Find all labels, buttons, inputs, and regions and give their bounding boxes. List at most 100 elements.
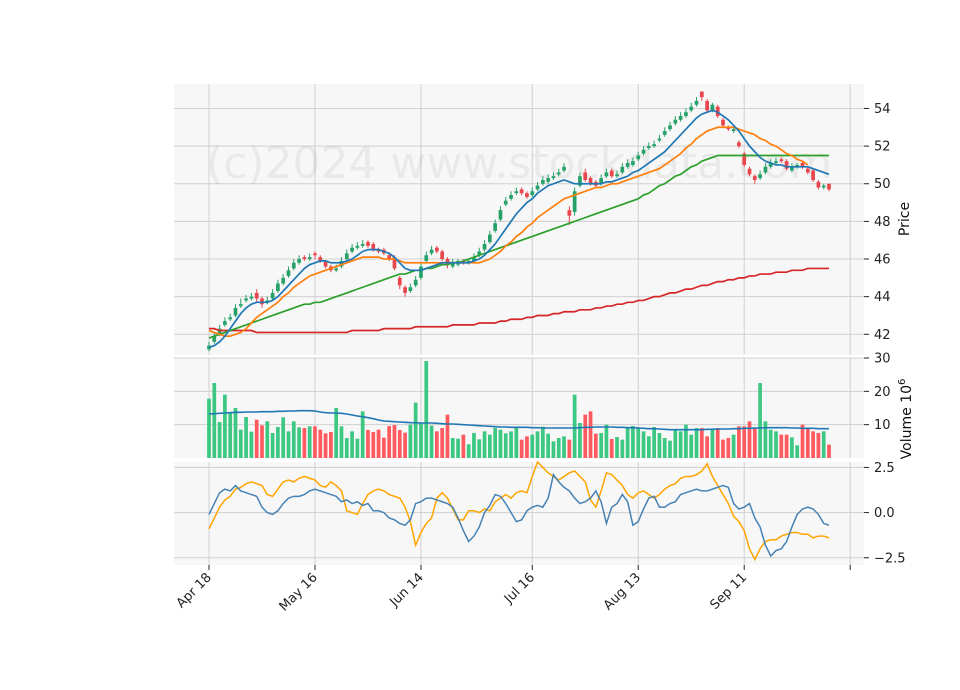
candle-body (699, 91, 704, 98)
candle-body (827, 183, 831, 190)
volume-bar (355, 438, 360, 458)
volume-y-tick-label: 30 (874, 352, 891, 367)
volume-bar (742, 426, 747, 458)
volume-bar (482, 431, 487, 458)
volume-bar (376, 429, 381, 458)
volume-bar (323, 433, 328, 458)
watermark: (c)2024 www.stockdata.com (206, 138, 832, 189)
candle-body (519, 189, 524, 194)
volume-bar (477, 439, 482, 458)
ma-long-line (208, 154, 829, 339)
volume-bar (281, 417, 286, 458)
oscillator-y-tick-label: −2.5 (874, 551, 906, 566)
volume-bar (408, 424, 413, 458)
volume-bar (805, 428, 810, 458)
candle-body (657, 138, 662, 141)
volume-bar (228, 413, 233, 458)
candle-body (678, 115, 683, 120)
volume-bar (699, 428, 704, 458)
volume-bar (286, 431, 291, 458)
x-tick-label: Aug 13 (601, 570, 644, 613)
candle-body (768, 163, 773, 167)
volume-bar (652, 427, 656, 458)
candle-body (238, 304, 243, 307)
candle-body (440, 251, 445, 260)
volume-bar (339, 426, 344, 458)
candle-body (556, 172, 561, 175)
volume-bar (371, 432, 376, 458)
candle-body (620, 166, 625, 173)
candle-body (318, 257, 323, 261)
oscillator-line-1 (208, 460, 830, 562)
volume-bar (366, 430, 370, 458)
volume-bar (270, 433, 275, 458)
candle-body (694, 100, 699, 105)
volume-bar (350, 431, 354, 458)
volume-bar (509, 431, 513, 458)
volume-bar (737, 426, 741, 458)
candle-body (540, 179, 545, 184)
volume-bar (461, 434, 466, 458)
candle-body (636, 155, 641, 160)
volume-bar (546, 433, 550, 458)
candle-body (387, 255, 392, 260)
volume-bar (313, 426, 317, 458)
volume-bar (657, 433, 662, 458)
volume-bar (747, 421, 752, 458)
price-axis-label: Price (897, 202, 913, 236)
price-y-tick-label: 46 (874, 253, 891, 268)
candle-body (731, 129, 736, 132)
volume-bar (763, 421, 768, 458)
candle-body (583, 172, 588, 180)
volume-bar (450, 438, 455, 458)
candle-body (572, 191, 577, 212)
candle-body (646, 146, 651, 148)
volume-bar (212, 383, 217, 458)
candle-body (726, 127, 731, 130)
candle-body (673, 119, 678, 124)
candle-body (631, 161, 635, 165)
volume-bar (593, 433, 598, 458)
candle-body (821, 185, 826, 188)
volume-bar (307, 426, 312, 458)
oscillator-y-tick-label: 2.5 (874, 461, 895, 476)
candle-body (752, 176, 757, 180)
volume-bar (572, 394, 577, 458)
x-tick-label: Sep 11 (707, 570, 750, 613)
volume-bar (562, 436, 566, 458)
candle-body (450, 262, 455, 267)
volume-bar (276, 427, 280, 458)
candle-body (684, 112, 688, 116)
price-y-tick-label: 50 (874, 177, 891, 192)
volume-bar (673, 429, 678, 458)
volume-bar (254, 419, 259, 458)
candle-body (397, 277, 402, 286)
volume-bar (493, 428, 498, 458)
volume-bar (488, 434, 492, 458)
candle-body (270, 292, 275, 299)
volume-bar (503, 433, 508, 458)
ma-mid-line (208, 126, 809, 338)
volume-bar (535, 431, 540, 458)
volume-bar (689, 434, 694, 458)
candle-body (747, 168, 752, 175)
volume-bar (360, 411, 365, 458)
candle-body (774, 161, 778, 164)
volume-bar (779, 434, 784, 458)
volume-bar (620, 439, 625, 458)
volume-bar (445, 414, 450, 458)
volume-axis-label-exponent: 6 (897, 379, 908, 385)
volume-bar (498, 429, 503, 458)
volume-bar (382, 437, 386, 458)
volume-bar (387, 426, 392, 458)
candle-body (360, 243, 365, 246)
candle-body (350, 247, 354, 252)
volume-bar (556, 438, 561, 458)
volume-bar (604, 424, 609, 458)
candle-body (588, 178, 593, 184)
candle-body (244, 298, 248, 301)
candle-body (811, 170, 815, 180)
volume-bar (297, 427, 301, 458)
candle-body (334, 268, 339, 271)
volume-bar (583, 414, 588, 458)
